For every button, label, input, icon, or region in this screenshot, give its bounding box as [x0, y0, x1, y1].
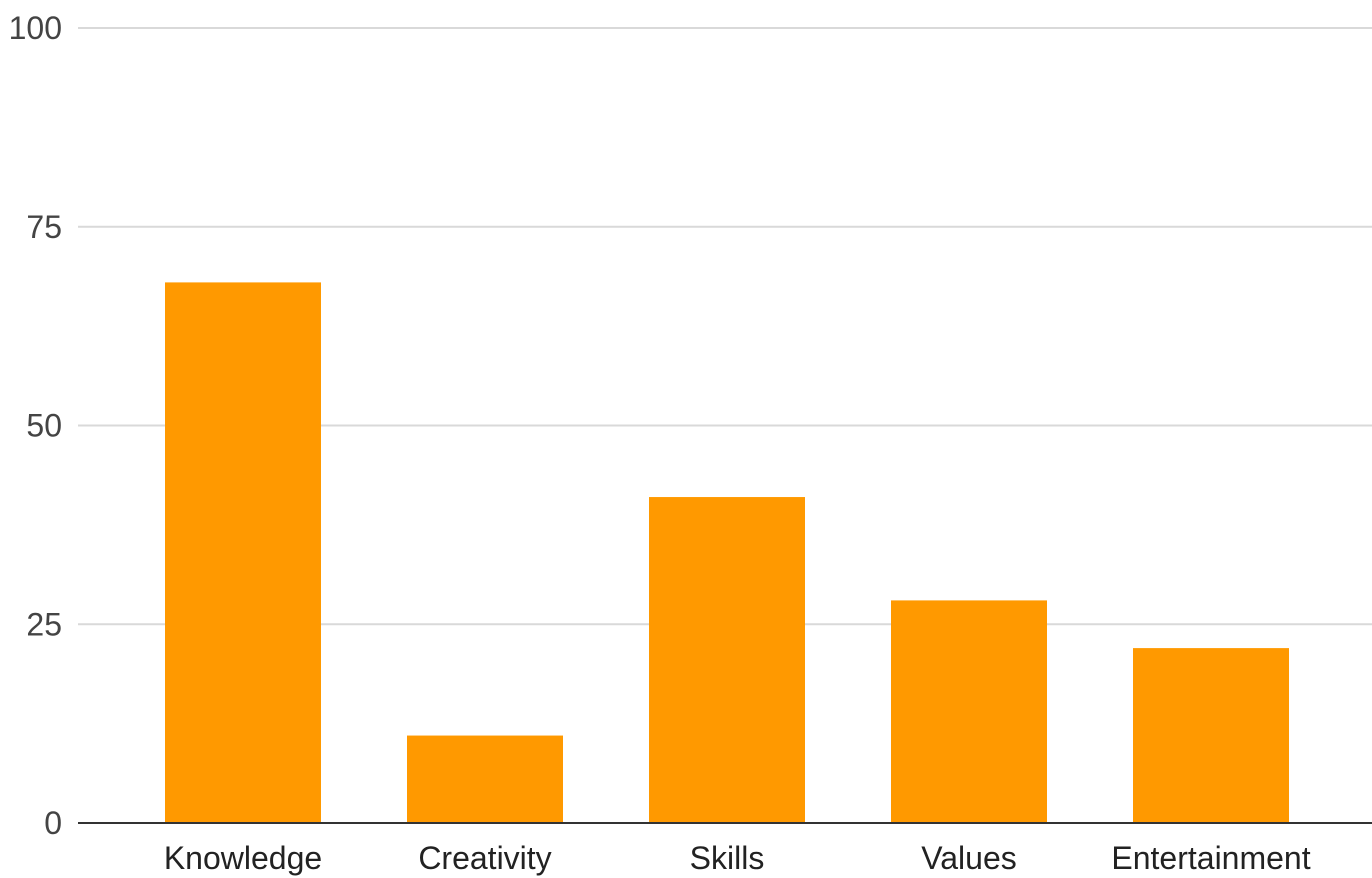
- y-tick-label: 50: [26, 408, 62, 444]
- category-label-creativity: Creativity: [418, 840, 551, 876]
- bar-values: [891, 600, 1047, 823]
- bars: [165, 282, 1289, 823]
- bar-entertainment: [1133, 648, 1289, 823]
- bar-knowledge: [165, 282, 321, 823]
- category-label-entertainment: Entertainment: [1111, 840, 1310, 876]
- bar-creativity: [407, 735, 563, 823]
- bar-skills: [649, 497, 805, 823]
- y-tick-label: 100: [9, 10, 62, 46]
- y-tick-label: 75: [26, 209, 62, 245]
- category-label-knowledge: Knowledge: [164, 840, 322, 876]
- y-tick-label: 25: [26, 606, 62, 642]
- x-axis-category-labels: Knowledge Creativity Skills Values Entertain…: [164, 840, 1311, 876]
- y-axis-tick-labels: 0 25 50 75 100: [9, 10, 62, 841]
- category-label-values: Values: [921, 840, 1016, 876]
- y-tick-label: 0: [44, 805, 62, 841]
- category-label-skills: Skills: [690, 840, 765, 876]
